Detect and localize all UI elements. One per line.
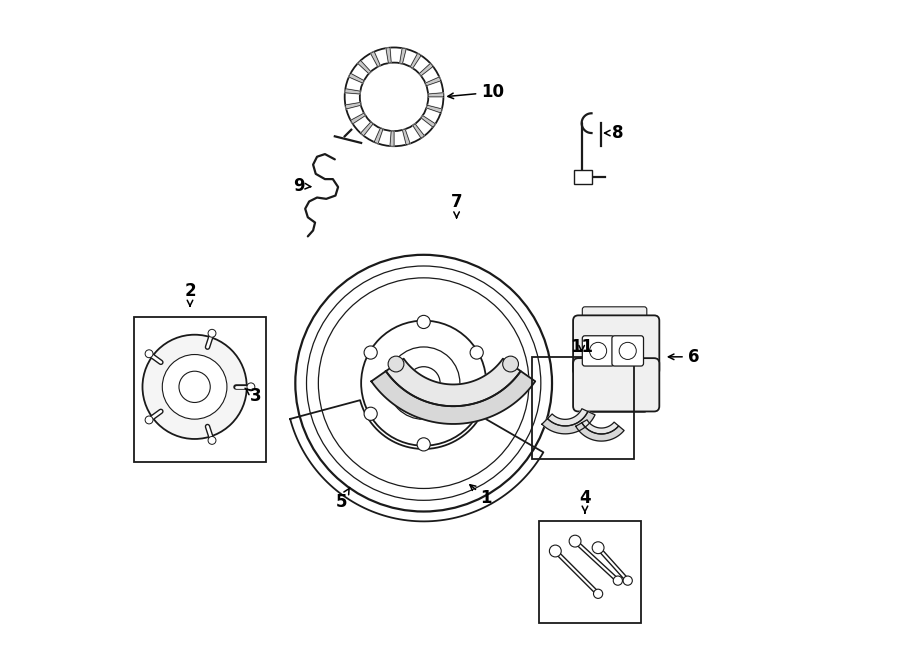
Circle shape (613, 576, 623, 585)
Text: 3: 3 (245, 387, 262, 405)
Circle shape (361, 321, 486, 446)
Bar (532, 357, 634, 459)
Text: 10: 10 (448, 83, 504, 101)
FancyBboxPatch shape (582, 393, 647, 412)
Polygon shape (346, 102, 361, 109)
Polygon shape (351, 113, 365, 124)
Circle shape (208, 436, 216, 444)
FancyBboxPatch shape (573, 315, 660, 375)
Circle shape (142, 334, 247, 439)
Circle shape (364, 407, 377, 420)
Polygon shape (428, 93, 444, 97)
Polygon shape (386, 48, 391, 63)
Polygon shape (345, 89, 360, 94)
Circle shape (364, 346, 377, 359)
Circle shape (593, 589, 603, 598)
Polygon shape (419, 63, 433, 76)
Circle shape (549, 545, 562, 557)
Polygon shape (357, 61, 371, 73)
Circle shape (470, 407, 483, 420)
FancyBboxPatch shape (573, 358, 660, 411)
Circle shape (592, 542, 604, 554)
Polygon shape (582, 420, 618, 434)
Polygon shape (542, 412, 595, 434)
Polygon shape (374, 128, 382, 143)
Text: 1: 1 (470, 485, 492, 508)
Circle shape (470, 346, 483, 359)
Bar (539, 522, 641, 623)
Circle shape (247, 383, 255, 391)
Text: 11: 11 (570, 338, 593, 356)
Circle shape (145, 416, 153, 424)
Text: 8: 8 (605, 124, 624, 142)
Text: 6: 6 (669, 348, 699, 366)
Circle shape (360, 63, 428, 131)
Circle shape (623, 576, 633, 585)
Polygon shape (427, 105, 442, 113)
Text: 5: 5 (336, 487, 350, 511)
Circle shape (388, 356, 404, 372)
Polygon shape (349, 73, 364, 83)
Polygon shape (421, 116, 436, 127)
Circle shape (208, 329, 216, 337)
Polygon shape (372, 371, 536, 424)
Polygon shape (413, 124, 425, 138)
Polygon shape (361, 122, 373, 136)
Circle shape (503, 356, 518, 372)
Polygon shape (290, 400, 544, 522)
Polygon shape (390, 131, 394, 146)
Bar (573, 170, 592, 184)
Polygon shape (576, 423, 624, 441)
Polygon shape (547, 408, 588, 426)
FancyBboxPatch shape (582, 307, 647, 327)
Circle shape (417, 315, 430, 329)
Polygon shape (400, 48, 406, 63)
Text: 9: 9 (292, 176, 310, 195)
Text: 7: 7 (451, 193, 463, 217)
Polygon shape (426, 77, 441, 86)
FancyBboxPatch shape (582, 336, 614, 366)
Polygon shape (402, 129, 410, 145)
Circle shape (145, 350, 153, 358)
Bar (134, 317, 266, 462)
Text: 2: 2 (184, 282, 196, 306)
Circle shape (407, 367, 440, 400)
Circle shape (179, 371, 211, 403)
FancyBboxPatch shape (612, 336, 643, 366)
Circle shape (569, 535, 581, 547)
Polygon shape (410, 54, 421, 68)
Polygon shape (371, 52, 381, 67)
Circle shape (417, 438, 430, 451)
Text: 4: 4 (579, 489, 590, 513)
Circle shape (162, 354, 227, 419)
Polygon shape (386, 359, 521, 406)
